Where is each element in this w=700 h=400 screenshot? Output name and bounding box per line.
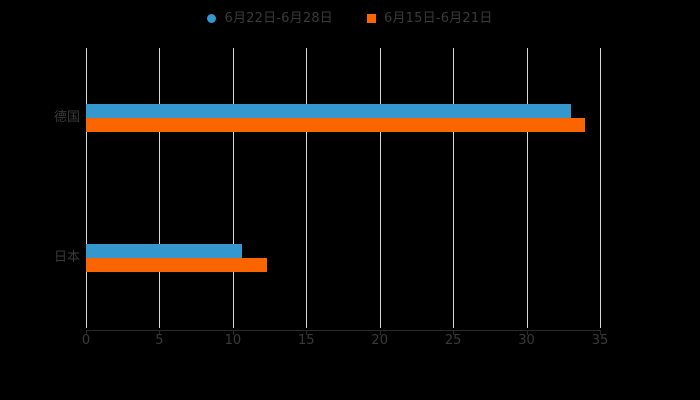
y-axis-label-2: 日本 bbox=[53, 250, 80, 265]
bar-日本-series-1[interactable] bbox=[86, 244, 242, 258]
gridline-5 bbox=[159, 48, 161, 328]
gridline-10 bbox=[232, 48, 234, 328]
x-tick-label-25: 25 bbox=[444, 333, 462, 348]
legend-label-series-2: 6月15日-6月21日 bbox=[384, 10, 493, 26]
plot-area bbox=[86, 48, 601, 328]
x-tick-25 bbox=[453, 330, 455, 335]
x-tick-label-15: 15 bbox=[298, 333, 315, 348]
x-tick-label-35: 35 bbox=[591, 333, 609, 348]
gridline-25 bbox=[453, 48, 455, 328]
gridline-30 bbox=[526, 48, 528, 328]
legend-item-series-1[interactable]: 6月22日-6月28日 bbox=[207, 12, 333, 25]
x-tick-label-10: 10 bbox=[224, 333, 242, 348]
gridline-20 bbox=[379, 48, 381, 328]
legend-label-series-1: 6月22日-6月28日 bbox=[224, 10, 333, 26]
x-tick-15 bbox=[306, 330, 308, 335]
x-tick-label-30: 30 bbox=[518, 333, 535, 348]
bar-德国-series-1[interactable] bbox=[86, 104, 571, 118]
legend-swatch-circle-icon bbox=[207, 13, 217, 23]
chart-legend: 6月22日-6月28日 6月15日-6月21日 bbox=[0, 6, 700, 30]
bar-德国-series-2[interactable] bbox=[86, 118, 586, 132]
y-axis-label-1: 德国 bbox=[53, 110, 80, 125]
x-tick-5 bbox=[159, 330, 161, 335]
x-tick-10 bbox=[232, 330, 234, 335]
legend-swatch-square-icon bbox=[367, 13, 376, 23]
gridline-15 bbox=[306, 48, 308, 328]
y-axis-labels: 德国 日本 bbox=[6, 48, 80, 328]
legend-item-series-2[interactable]: 6月15日-6月21日 bbox=[367, 12, 493, 25]
x-tick-0 bbox=[86, 330, 87, 335]
x-tick-label-5: 5 bbox=[155, 333, 164, 348]
x-tick-35 bbox=[600, 330, 601, 335]
x-tick-label-20: 20 bbox=[371, 333, 388, 348]
x-axis-line bbox=[86, 330, 601, 331]
x-tick-20 bbox=[379, 330, 381, 335]
gridline-0 bbox=[86, 48, 87, 328]
x-tick-30 bbox=[526, 330, 528, 335]
x-tick-label-0: 0 bbox=[81, 333, 91, 348]
bar-日本-series-2[interactable] bbox=[86, 258, 267, 272]
gridline-35 bbox=[600, 48, 601, 328]
